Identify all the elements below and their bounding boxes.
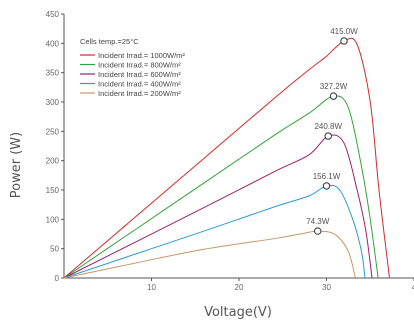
peak-marker	[340, 37, 348, 45]
peak-label: 74.3W	[306, 217, 330, 226]
series-line-2	[63, 134, 373, 279]
axes: 0 50 100 150 200 250 300 350 400 450 10 20 30 4	[46, 10, 414, 292]
legend-entry: Incident Irrad.= 600W/m²	[98, 70, 181, 79]
x-tick-label: 10	[147, 283, 156, 292]
peak-label: 327.2W	[320, 82, 348, 91]
x-tick-label: 4	[412, 283, 414, 292]
y-tick-label: 50	[50, 245, 59, 254]
peak-marker	[322, 182, 331, 190]
series-line-0	[63, 37, 390, 279]
y-tick-label: 100	[46, 215, 60, 224]
y-tick-label: 0	[55, 274, 60, 283]
peak-marker	[324, 132, 332, 140]
series-line-4	[63, 230, 356, 279]
temperature-note: Cells temp.=25°C	[80, 37, 139, 46]
peak-label: 415.0W	[330, 27, 358, 36]
legend-entry: Incident Irrad.= 400W/m²	[98, 80, 181, 89]
y-tick-label: 400	[46, 39, 60, 48]
legend-entry: Incident Irrad.= 800W/m²	[98, 61, 181, 70]
y-tick-label: 350	[46, 69, 60, 78]
y-tick-label: 150	[46, 186, 60, 195]
x-tick-label: 30	[322, 283, 331, 292]
peak-label: 156.1W	[313, 172, 341, 181]
y-tick-label: 250	[46, 127, 60, 136]
y-axis-title: Power (W)	[9, 132, 24, 198]
y-tick-label: 450	[46, 10, 60, 19]
series-line-3	[63, 184, 366, 279]
y-tick-label: 200	[46, 157, 60, 166]
x-axis-title: Voltage(V)	[204, 305, 272, 320]
series-line-1	[63, 95, 379, 279]
legend-entry: Incident Irrad.= 200W/m²	[98, 89, 181, 98]
y-tick-label: 300	[46, 98, 60, 107]
legend: Cells temp.=25°C Incident Irrad.= 1000W/m…	[80, 37, 185, 98]
peak-label: 240.8W	[314, 122, 342, 131]
peak-marker	[329, 92, 338, 100]
legend-entry: Incident Irrad.= 1000W/m²	[98, 51, 185, 60]
series-group: 415.0W 327.2W 240.8W 156.1W 74.3W	[63, 27, 390, 279]
peak-marker	[314, 227, 322, 235]
x-tick-label: 20	[235, 283, 244, 292]
